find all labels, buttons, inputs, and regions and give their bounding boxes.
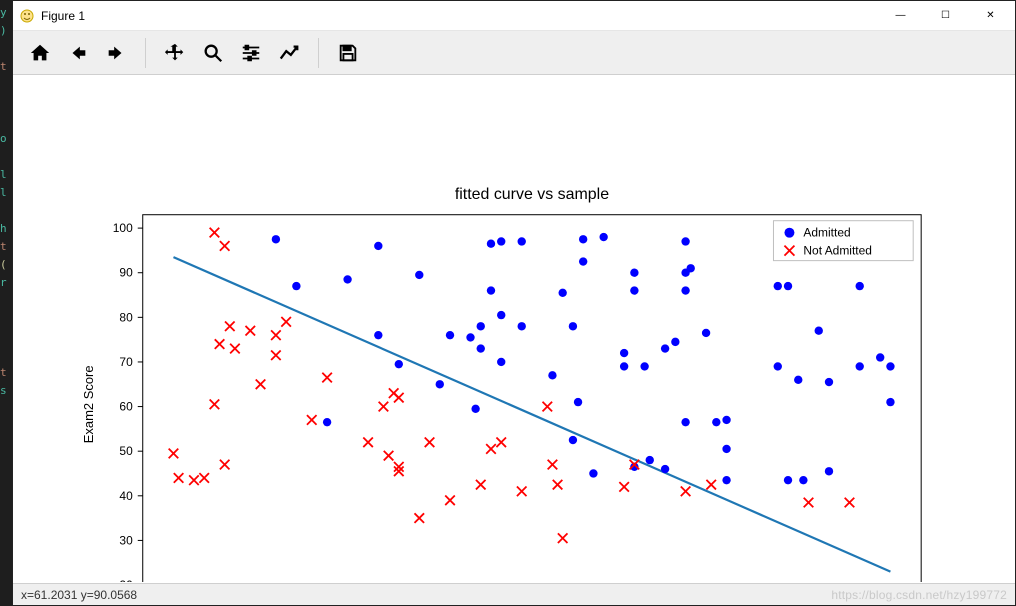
- plot-svg: 304050607080901002030405060708090100Exam…: [13, 75, 1015, 582]
- configure-button[interactable]: [232, 35, 270, 71]
- svg-text:fitted curve vs sample: fitted curve vs sample: [455, 186, 609, 203]
- svg-text:20: 20: [119, 578, 133, 582]
- app-icon: [19, 8, 35, 24]
- chart-edit-icon: [278, 42, 300, 64]
- pan-icon: [164, 42, 186, 64]
- svg-text:100: 100: [113, 221, 133, 235]
- figure-window: Figure 1 — ☐ ✕: [12, 0, 1016, 606]
- save-icon: [337, 42, 359, 64]
- home-icon: [29, 42, 51, 64]
- svg-text:60: 60: [119, 400, 133, 414]
- svg-text:Not Admitted: Not Admitted: [803, 244, 872, 258]
- watermark-text: https://blog.csdn.net/hzy199772: [831, 588, 1007, 602]
- editor-gutter: y) t o ll ht (r ts: [0, 0, 12, 606]
- zoom-button[interactable]: [194, 35, 232, 71]
- pan-button[interactable]: [156, 35, 194, 71]
- statusbar: x=61.2031 y=90.0568 https://blog.csdn.ne…: [13, 583, 1015, 605]
- save-button[interactable]: [329, 35, 367, 71]
- svg-text:90: 90: [119, 266, 133, 280]
- home-button[interactable]: [21, 35, 59, 71]
- sliders-icon: [240, 42, 262, 64]
- svg-text:70: 70: [119, 355, 133, 369]
- titlebar: Figure 1 — ☐ ✕: [13, 1, 1015, 31]
- edit-button[interactable]: [270, 35, 308, 71]
- minimize-glyph: —: [896, 10, 906, 21]
- forward-icon: [105, 42, 127, 64]
- svg-text:80: 80: [119, 310, 133, 324]
- svg-text:50: 50: [119, 444, 133, 458]
- minimize-button[interactable]: —: [878, 2, 923, 30]
- forward-button[interactable]: [97, 35, 135, 71]
- close-glyph: ✕: [986, 10, 994, 21]
- back-icon: [67, 42, 89, 64]
- svg-text:30: 30: [119, 533, 133, 547]
- svg-text:40: 40: [119, 489, 133, 503]
- toolbar-separator: [145, 38, 146, 68]
- zoom-icon: [202, 42, 224, 64]
- window-title: Figure 1: [41, 9, 85, 23]
- toolbar-separator: [318, 38, 319, 68]
- back-button[interactable]: [59, 35, 97, 71]
- maximize-glyph: ☐: [941, 10, 950, 21]
- cursor-coordinates: x=61.2031 y=90.0568: [21, 588, 137, 602]
- plot-canvas[interactable]: 304050607080901002030405060708090100Exam…: [13, 75, 1015, 583]
- toolbar: [13, 31, 1015, 75]
- svg-text:Exam2 Score: Exam2 Score: [81, 365, 96, 443]
- maximize-button[interactable]: ☐: [923, 2, 968, 30]
- svg-text:Admitted: Admitted: [803, 226, 850, 240]
- close-button[interactable]: ✕: [968, 2, 1013, 30]
